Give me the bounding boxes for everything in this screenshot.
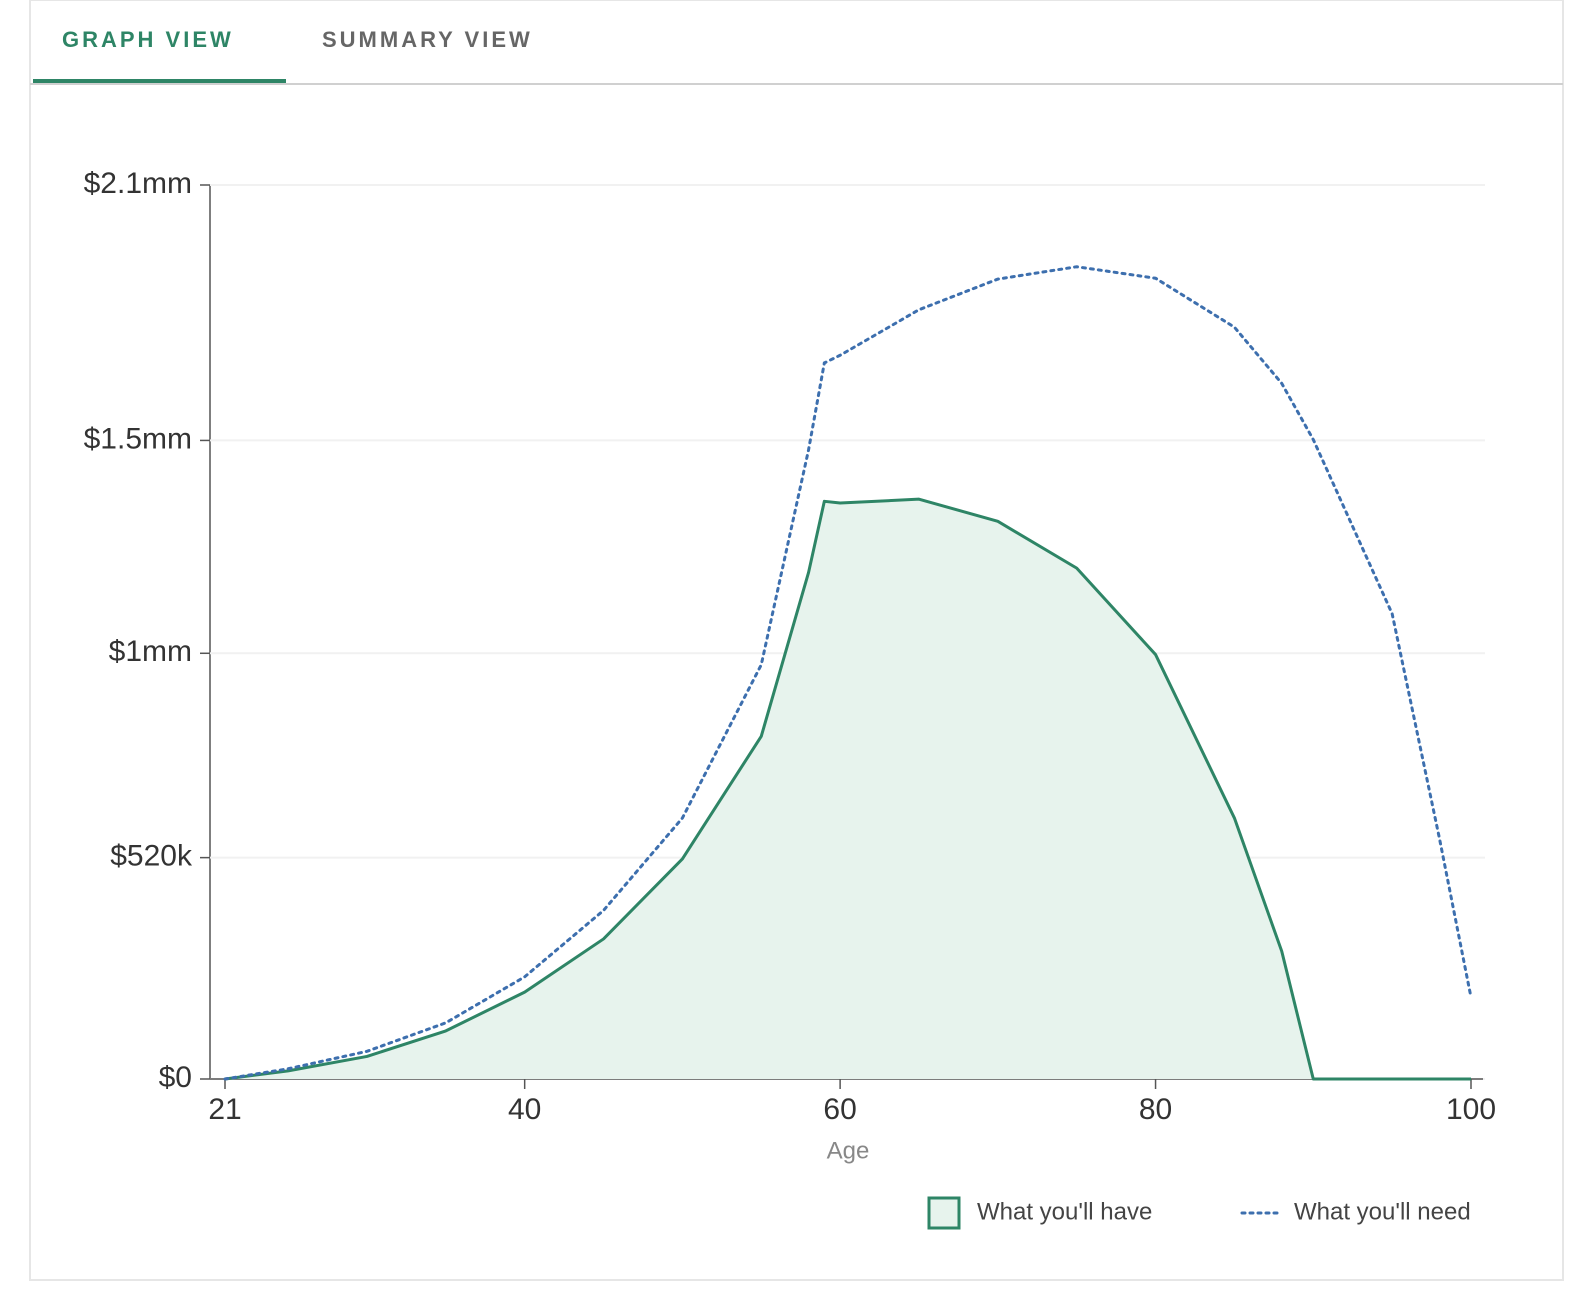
area-fill: [225, 499, 1471, 1080]
y-tick-label: $0: [159, 1061, 192, 1094]
legend-label: What you'll need: [1294, 1198, 1471, 1225]
line: [223, 265, 1473, 1081]
legend-label: What you'll have: [977, 1198, 1152, 1225]
y-tick-label: $1.5mm: [84, 422, 192, 455]
tab-underline: [33, 79, 286, 83]
y-tick-label: $2.1mm: [84, 167, 192, 200]
tab[interactable]: SUMMARY VIEW: [322, 27, 533, 52]
x-tick-label: 100: [1446, 1093, 1496, 1126]
x-tick-label: 80: [1139, 1093, 1172, 1126]
x-axis-label: Age: [827, 1137, 870, 1164]
legend-swatch: [927, 1196, 961, 1230]
x-tick-label: 60: [823, 1093, 856, 1126]
x-tick-label: 21: [208, 1093, 241, 1126]
tab[interactable]: GRAPH VIEW: [62, 27, 234, 52]
y-tick-label: $520k: [110, 840, 193, 873]
line: [224, 497, 1471, 1081]
y-tick-label: $1mm: [109, 635, 192, 668]
x-tick-label: 40: [508, 1093, 541, 1126]
